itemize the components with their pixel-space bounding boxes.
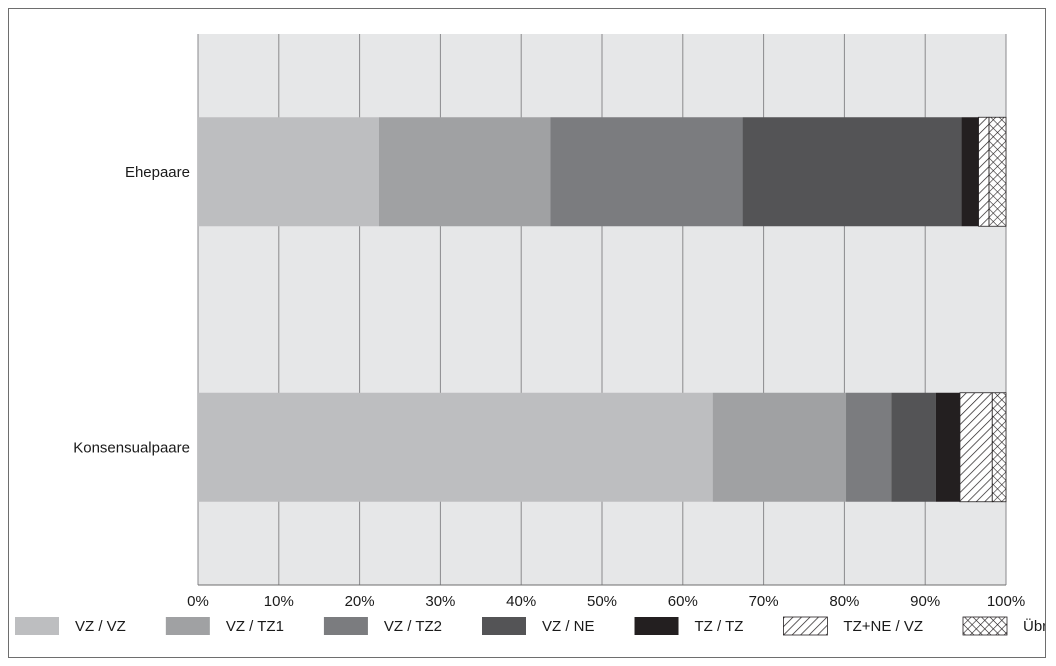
category-labels: Ehepaare Konsensualpaare — [73, 164, 190, 457]
bar-segment — [378, 117, 551, 227]
bar-segment — [742, 117, 962, 227]
x-tick-label: 90% — [910, 593, 940, 610]
chart-frame: 0% 10% 20% 30% 40% 50% 60% 70% 80% 90% 100% Ehepaa… — [8, 8, 1046, 658]
x-tick-label: 70% — [749, 593, 779, 610]
legend-swatch — [962, 616, 1008, 636]
bar-segment — [959, 392, 993, 503]
bar-segment — [935, 392, 960, 502]
x-axis-ticks: 0% 10% 20% 30% 40% 50% 60% 70% 80% 90% 100% — [187, 593, 1025, 610]
bar-segment — [961, 117, 979, 227]
legend-swatch — [482, 617, 526, 635]
bars — [198, 116, 1007, 503]
legend-label: VZ / TZ2 — [384, 618, 442, 635]
x-tick-label: 30% — [425, 593, 455, 610]
legend-label: VZ / VZ — [75, 618, 126, 635]
x-tick-label: 40% — [506, 593, 536, 610]
bar-segment — [198, 117, 379, 227]
legend-label: Übrige — [1023, 617, 1045, 635]
legend-swatch — [165, 617, 210, 635]
bar-segment — [978, 116, 990, 227]
bar-segment — [991, 392, 1007, 503]
legend-swatch — [15, 617, 59, 635]
x-tick-label: 100% — [987, 593, 1025, 610]
bar-segment — [198, 392, 713, 502]
legend: VZ / VZ VZ / TZ1 VZ / TZ2 VZ / NE TZ / TZ TZ+… — [15, 616, 1045, 636]
x-tick-label: 0% — [187, 593, 209, 610]
bar-segment — [712, 392, 847, 502]
plot-area — [197, 34, 1007, 586]
bar-segment — [988, 116, 1007, 227]
bar-segment — [846, 392, 892, 502]
legend-swatch — [783, 616, 828, 636]
bar-segment — [550, 117, 743, 227]
stacked-bar-chart: 0% 10% 20% 30% 40% 50% 60% 70% 80% 90% 100% Ehepaa… — [15, 34, 1045, 636]
legend-label: TZ+NE / VZ — [843, 618, 923, 635]
category-label: Konsensualpaare — [73, 439, 190, 456]
bar-segment — [891, 392, 936, 502]
legend-swatch — [634, 617, 679, 635]
x-tick-label: 20% — [345, 593, 375, 610]
legend-label: VZ / NE — [542, 618, 595, 635]
legend-swatch — [323, 617, 368, 635]
x-tick-label: 50% — [587, 593, 617, 610]
x-tick-label: 60% — [668, 593, 698, 610]
x-tick-label: 10% — [264, 593, 294, 610]
legend-label: VZ / TZ1 — [226, 618, 284, 635]
category-label: Ehepaare — [125, 164, 190, 181]
legend-label: TZ / TZ — [695, 618, 744, 635]
x-tick-label: 80% — [829, 593, 859, 610]
